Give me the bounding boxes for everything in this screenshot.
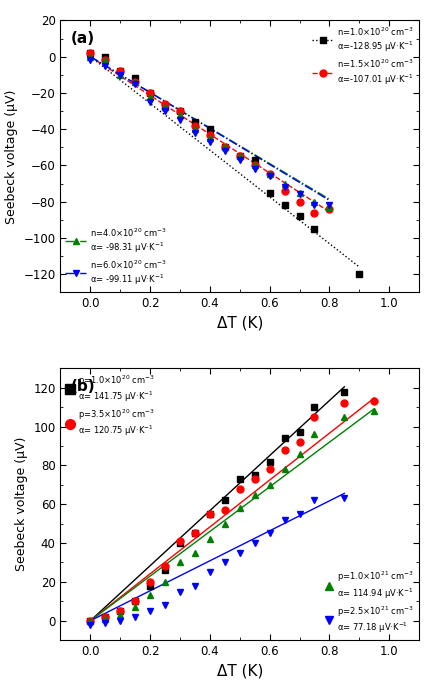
Legend: n=4.0×10$^{20}$ cm$^{-3}$
α= -98.31 μV·K$^{-1}$, n=6.0×10$^{20}$ cm$^{-3}$
α= -9: n=4.0×10$^{20}$ cm$^{-3}$ α= -98.31 μV·K… [62, 223, 171, 291]
X-axis label: ΔT (K): ΔT (K) [216, 663, 263, 678]
Text: (a): (a) [71, 31, 95, 46]
Y-axis label: Seebeck voltage (μV): Seebeck voltage (μV) [15, 437, 28, 571]
Y-axis label: Seebeck voltage (μV): Seebeck voltage (μV) [5, 89, 18, 223]
X-axis label: ΔT (K): ΔT (K) [216, 316, 263, 331]
Text: (b): (b) [71, 379, 96, 394]
Legend: p=1.0×10$^{21}$ cm$^{-3}$
α= 114.94 μV·K$^{-1}$, p=2.5×10$^{21}$ cm$^{-3}$
α= 77: p=1.0×10$^{21}$ cm$^{-3}$ α= 114.94 μV·K… [321, 567, 417, 639]
